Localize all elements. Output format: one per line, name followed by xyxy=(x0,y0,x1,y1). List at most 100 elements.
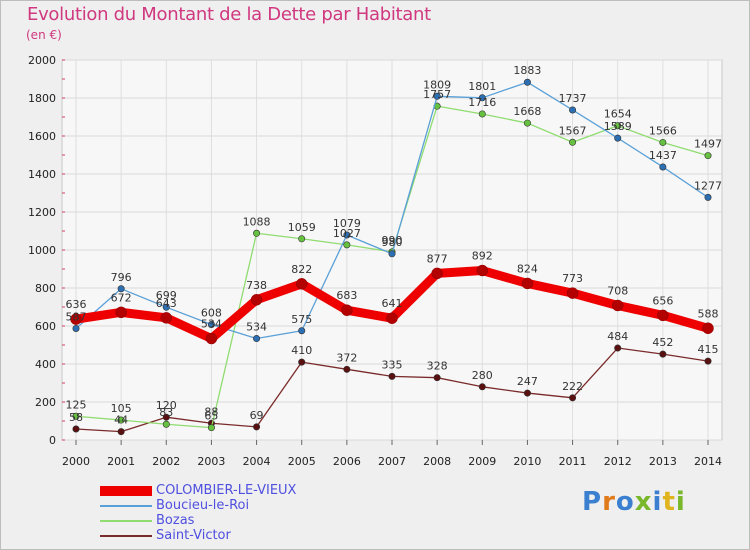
data-point xyxy=(341,304,353,316)
y-tick-label: 200 xyxy=(35,396,56,409)
data-point xyxy=(388,372,396,380)
data-label: 575 xyxy=(291,313,312,326)
data-point xyxy=(704,152,712,160)
x-tick-label: 2000 xyxy=(62,455,90,468)
x-tick-label: 2002 xyxy=(152,455,180,468)
data-label: 222 xyxy=(562,380,583,393)
data-label: 1668 xyxy=(513,105,541,118)
data-label: 83 xyxy=(159,406,173,419)
data-label: 1809 xyxy=(423,78,451,91)
data-label: 247 xyxy=(517,375,538,388)
data-label: 1716 xyxy=(468,96,496,109)
data-point xyxy=(521,277,534,290)
data-point xyxy=(250,294,263,306)
data-label: 1059 xyxy=(288,221,316,234)
y-tick-label: 1400 xyxy=(28,168,56,181)
data-point xyxy=(659,163,667,171)
x-tick-label: 2009 xyxy=(468,455,496,468)
data-label: 643 xyxy=(156,297,177,310)
data-point xyxy=(523,389,531,397)
data-label: 328 xyxy=(427,360,448,373)
data-label: 1589 xyxy=(604,120,632,133)
data-label: 1883 xyxy=(513,64,541,77)
data-point xyxy=(72,412,80,420)
data-point xyxy=(343,241,351,249)
data-point xyxy=(523,78,531,86)
data-point xyxy=(117,416,125,424)
data-label: 796 xyxy=(111,271,132,284)
legend-swatch xyxy=(100,486,152,496)
data-point xyxy=(205,332,218,345)
data-point xyxy=(117,428,125,436)
data-point xyxy=(614,122,622,130)
legend-label: Bozas xyxy=(156,513,195,528)
data-label: 58 xyxy=(69,411,83,424)
data-label: 641 xyxy=(382,297,403,310)
data-point xyxy=(704,357,712,365)
y-tick-label: 400 xyxy=(35,358,56,371)
data-label: 877 xyxy=(427,252,448,265)
data-point xyxy=(253,423,261,431)
data-point xyxy=(478,110,486,118)
data-point xyxy=(162,303,170,311)
data-point xyxy=(343,365,351,373)
data-label: 699 xyxy=(156,289,177,302)
data-label: 534 xyxy=(201,318,222,331)
y-tick-label: 600 xyxy=(35,320,56,333)
data-label: 1654 xyxy=(604,108,632,121)
data-label: 69 xyxy=(250,409,264,422)
data-point xyxy=(72,324,80,332)
x-tick-label: 2011 xyxy=(559,455,587,468)
data-label: 372 xyxy=(336,351,357,364)
data-label: 1079 xyxy=(333,217,361,230)
y-tick-label: 800 xyxy=(35,282,56,295)
data-point xyxy=(659,350,667,358)
data-point xyxy=(478,383,486,391)
legend-label: Boucieu-le-Roi xyxy=(156,498,250,513)
y-tick-label: 1800 xyxy=(28,92,56,105)
data-point xyxy=(295,278,308,290)
proxiti-logo[interactable]: Proxiti xyxy=(582,487,686,517)
data-point xyxy=(704,193,712,201)
x-tick-label: 2010 xyxy=(513,455,541,468)
data-label: 484 xyxy=(607,330,628,343)
data-label: 738 xyxy=(246,279,267,292)
data-label: 120 xyxy=(156,399,177,412)
data-label: 1737 xyxy=(559,92,587,105)
data-label: 280 xyxy=(472,369,493,382)
data-label: 1801 xyxy=(468,80,496,93)
data-point xyxy=(523,119,531,127)
x-tick-label: 2012 xyxy=(604,455,632,468)
data-point xyxy=(253,229,261,237)
data-label: 892 xyxy=(472,250,493,263)
chart-title: Evolution du Montant de la Dette par Hab… xyxy=(27,4,431,25)
data-label: 1277 xyxy=(694,179,722,192)
data-label: 1027 xyxy=(333,227,361,240)
data-point xyxy=(386,312,398,324)
x-tick-label: 2006 xyxy=(333,455,361,468)
data-label: 1566 xyxy=(649,124,677,137)
data-point xyxy=(207,320,215,328)
data-point xyxy=(117,285,125,293)
data-label: 452 xyxy=(652,336,673,349)
data-point xyxy=(433,374,441,382)
data-label: 335 xyxy=(382,358,403,371)
data-point xyxy=(72,425,80,433)
data-label: 1757 xyxy=(423,88,451,101)
data-label: 534 xyxy=(246,321,267,334)
data-point xyxy=(614,344,622,352)
y-tick-label: 0 xyxy=(49,434,56,447)
data-point xyxy=(476,264,489,277)
data-point xyxy=(614,134,622,142)
y-tick-label: 1000 xyxy=(28,244,56,257)
x-tick-label: 2004 xyxy=(243,455,271,468)
data-point xyxy=(659,138,667,146)
data-point xyxy=(115,306,127,319)
data-point xyxy=(162,420,170,428)
data-point xyxy=(566,287,579,299)
data-label: 636 xyxy=(66,298,87,311)
y-tick-label: 2000 xyxy=(28,54,56,67)
data-point xyxy=(702,322,714,335)
data-point xyxy=(298,327,306,335)
